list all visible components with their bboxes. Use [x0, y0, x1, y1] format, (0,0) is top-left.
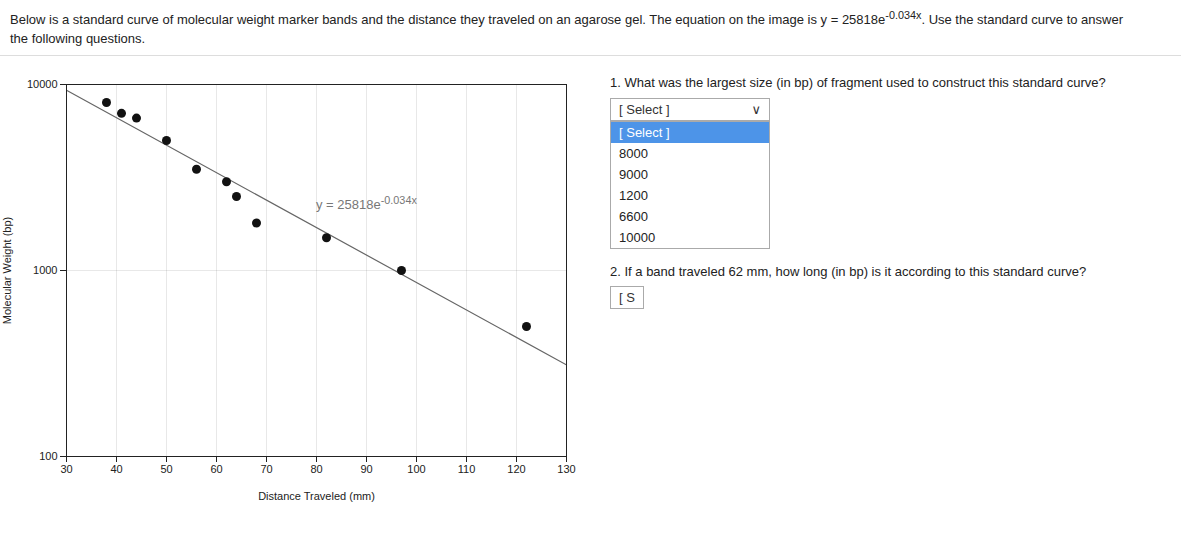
svg-text:110: 110 [458, 463, 476, 475]
svg-text:40: 40 [110, 463, 122, 475]
svg-text:70: 70 [260, 463, 272, 475]
html-text:10000: 10000 [619, 229, 656, 245]
html-text:8000: 8000 [619, 145, 648, 161]
svg-text:80: 80 [310, 463, 322, 475]
svg-text:1000: 1000 [33, 264, 57, 276]
html-text:1. What was the largest size (: 1. What was the largest size (in bp) of … [610, 75, 1106, 90]
svg-text:Distance Traveled (mm): Distance Traveled (mm) [258, 490, 375, 502]
svg-text:90: 90 [360, 463, 372, 475]
html-text:9000: 9000 [619, 166, 648, 182]
svg-text:130: 130 [557, 463, 575, 475]
html-text:Below is a standard curve of m: Below is a standard curve of molecular w… [10, 9, 1123, 28]
html-text:6600: 6600 [619, 208, 648, 224]
svg-text:10000: 10000 [27, 78, 58, 90]
html-text:the following questions.: the following questions. [10, 31, 146, 47]
svg-text:100: 100 [407, 463, 425, 475]
html-text:y = 25818e-0.034x: y = 25818e-0.034x [316, 193, 417, 213]
svg-text:Molecular Weight (bp): Molecular Weight (bp) [1, 217, 13, 324]
html-text:1200: 1200 [619, 187, 648, 203]
svg-text:50: 50 [160, 463, 172, 475]
svg-text:30: 30 [60, 463, 72, 475]
html-text:2. If a band traveled 62 mm, h: 2. If a band traveled 62 mm, how long (i… [610, 263, 1087, 279]
svg-text:60: 60 [210, 463, 222, 475]
svg-text:100: 100 [39, 450, 57, 462]
html-text:[ Select ]: [ Select ] [619, 101, 670, 117]
html-text:[ Select ]: [ Select ] [619, 124, 670, 140]
html-text:[ S: [ S [619, 290, 635, 306]
svg-text:120: 120 [507, 463, 525, 475]
